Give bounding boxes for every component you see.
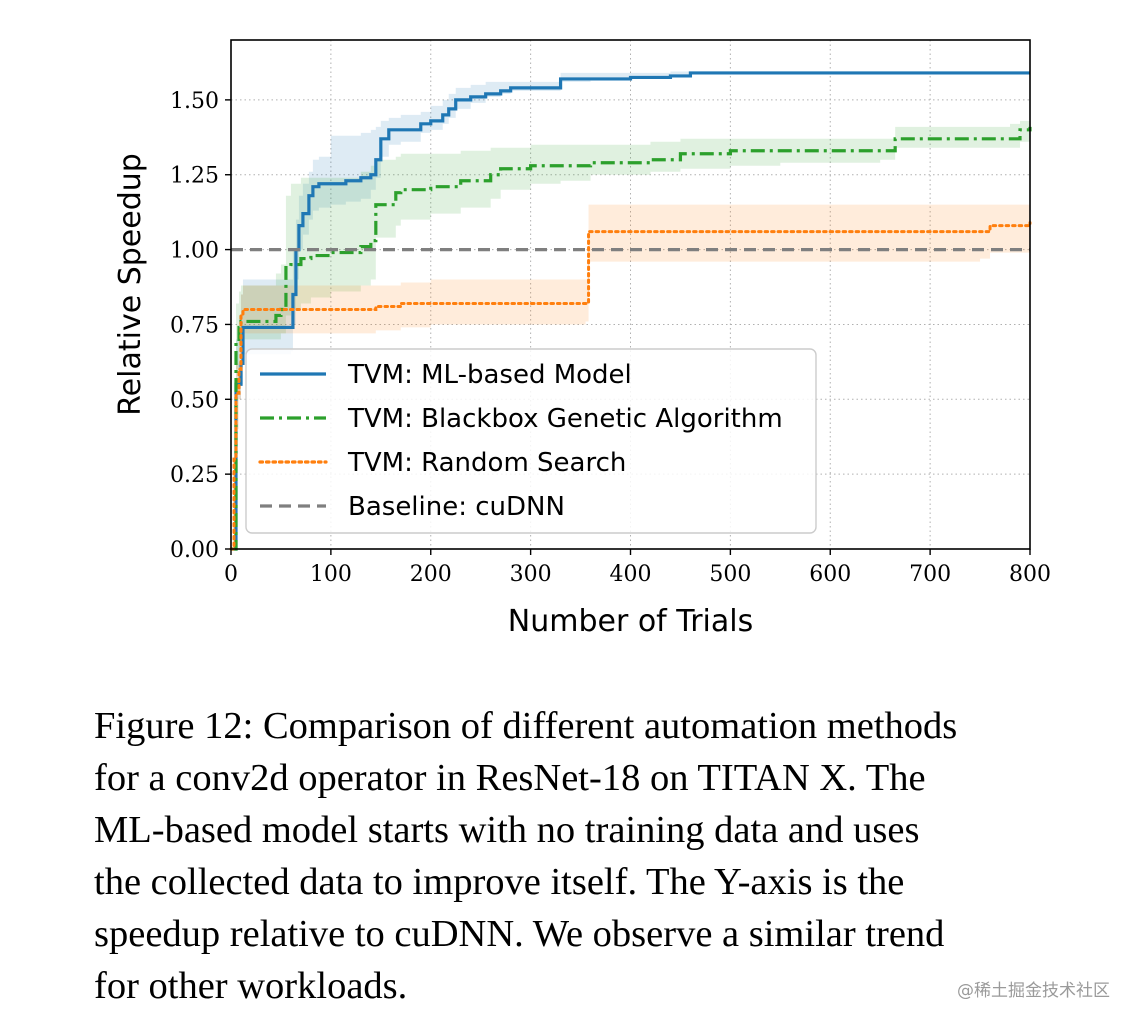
caption-line: the collected data to improve itself. Th… bbox=[94, 861, 905, 903]
y-tick-label: 1.00 bbox=[170, 239, 219, 264]
x-tick-label: 100 bbox=[310, 562, 352, 587]
legend-label-baseline-cudnn: Baseline: cuDNN bbox=[348, 492, 565, 522]
x-tick-label: 300 bbox=[510, 562, 552, 587]
y-tick-label: 0.00 bbox=[170, 538, 219, 563]
y-tick-label: 1.50 bbox=[170, 89, 219, 114]
axis-ticks: 0 100 200 300 400 500 600 700 800 0.00 0.25 0.50 0.7… bbox=[170, 89, 1051, 587]
x-tick-label: 200 bbox=[410, 562, 452, 587]
legend-box bbox=[245, 348, 817, 534]
tvm-random-search-band bbox=[231, 204, 1030, 550]
figure-caption: Figure 12: Comparison of different autom… bbox=[94, 700, 1074, 1012]
caption-line: Figure 12: Comparison of different autom… bbox=[94, 705, 958, 747]
legend-label-tvm-ml-based-model: TVM: ML-based Model bbox=[347, 360, 632, 390]
y-tick-label: 0.25 bbox=[170, 463, 219, 488]
legend: TVM: ML-based Model TVM: Blackbox Genetic… bbox=[245, 348, 817, 534]
y-tick-label: 1.25 bbox=[170, 164, 219, 189]
caption-line: ML-based model starts with no training d… bbox=[94, 809, 920, 851]
speedup-chart: 0 100 200 300 400 500 600 700 800 0.00 0.25 0.50 0.7… bbox=[113, 39, 1051, 639]
figure: 0 100 200 300 400 500 600 700 800 0.00 0.25 0.50 0.7… bbox=[113, 39, 1051, 639]
y-tick-label: 0.50 bbox=[170, 388, 219, 413]
confidence-bands bbox=[231, 71, 1030, 550]
y-axis-label: Relative Speedup bbox=[113, 153, 148, 416]
tvm-ml-based-model-line bbox=[231, 71, 1030, 551]
y-tick-label: 0.75 bbox=[170, 313, 219, 338]
x-tick-label: 700 bbox=[909, 562, 951, 587]
caption-line: speedup relative to cuDNN. We observe a … bbox=[94, 913, 945, 955]
x-tick-label: 500 bbox=[709, 562, 751, 587]
series-lines bbox=[229, 71, 1032, 551]
caption-line: for a conv2d operator in ResNet-18 on TI… bbox=[94, 757, 926, 799]
x-tick-label: 0 bbox=[224, 562, 238, 587]
caption-line: for other workloads. bbox=[94, 965, 408, 1007]
watermark: @稀土掘金技术社区 bbox=[957, 981, 1110, 1001]
x-tick-label: 600 bbox=[809, 562, 851, 587]
legend-label-tvm-blackbox-genetic-algorithm: TVM: Blackbox Genetic Algorithm bbox=[347, 404, 783, 434]
x-tick-label: 400 bbox=[610, 562, 652, 587]
x-tick-label: 800 bbox=[1009, 562, 1051, 587]
legend-label-tvm-random-search: TVM: Random Search bbox=[347, 448, 626, 478]
tvm-random-search-line bbox=[229, 221, 1032, 551]
x-axis-label: Number of Trials bbox=[508, 604, 753, 639]
